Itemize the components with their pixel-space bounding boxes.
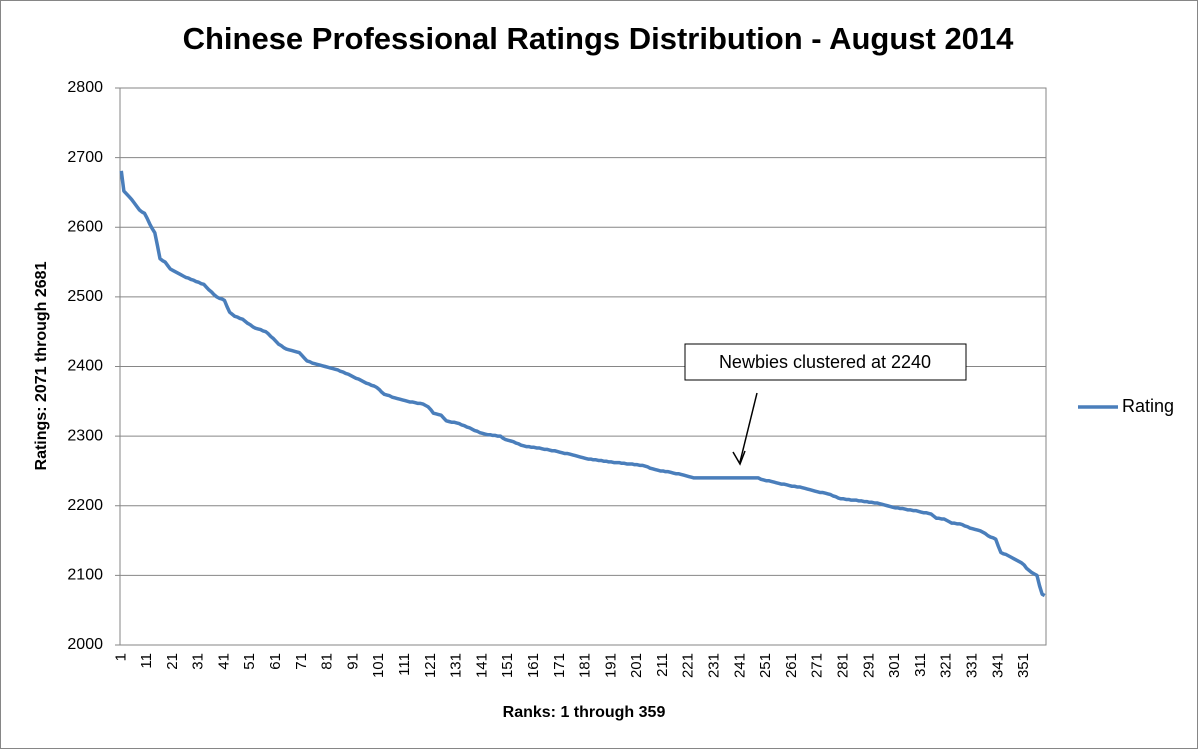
x-tick-label: 1 — [112, 653, 129, 661]
annotation-arrowhead — [732, 450, 746, 466]
x-tick-label: 111 — [396, 653, 413, 676]
x-tick-label: 121 — [422, 653, 439, 678]
annotation-box — [684, 343, 967, 381]
x-tick-label: 41 — [215, 653, 232, 670]
x-tick-label: 191 — [602, 653, 619, 678]
x-axis-title: Ranks: 1 through 359 — [503, 704, 666, 721]
x-tick-label: 101 — [370, 653, 387, 678]
plot-frame — [119, 87, 1047, 646]
x-tick-label: 171 — [551, 653, 568, 678]
x-tick-label: 131 — [448, 653, 465, 678]
y-tick-label: 2100 — [67, 567, 103, 584]
x-tick-label: 331 — [963, 653, 980, 678]
x-tick-label: 271 — [809, 653, 826, 678]
x-tick-label: 291 — [860, 653, 877, 678]
x-tick-label: 301 — [886, 653, 903, 678]
x-tick-label: 31 — [190, 653, 207, 670]
x-tick-label: 231 — [706, 653, 723, 678]
x-tick-label: 261 — [783, 653, 800, 678]
x-tick-label: 351 — [1015, 653, 1032, 678]
x-tick-label: 341 — [989, 653, 1006, 678]
chart-title: Chinese Professional Ratings Distributio… — [183, 21, 1015, 56]
x-tick-label: 161 — [525, 653, 542, 678]
x-tick-label: 11 — [138, 653, 155, 669]
x-tick-label: 241 — [731, 653, 748, 678]
x-tick-label: 201 — [628, 653, 645, 678]
x-tick-label: 281 — [834, 653, 851, 678]
x-tick-label: 51 — [241, 653, 258, 670]
annotation-text: Newbies clustered at 2240 — [719, 352, 931, 372]
y-tick-label: 2400 — [67, 358, 103, 375]
y-tick-label: 2800 — [67, 79, 103, 96]
y-tick-label: 2300 — [67, 427, 103, 444]
annotation-arrow — [739, 392, 758, 463]
x-tick-label: 81 — [319, 653, 336, 670]
y-tick-label: 2500 — [67, 288, 103, 305]
y-axis-title: Ratings: 2071 through 2681 — [33, 261, 50, 470]
x-tick-label: 61 — [267, 653, 284, 670]
grid — [115, 87, 1047, 646]
plot — [119, 170, 1046, 598]
x-tick-label: 21 — [164, 653, 181, 670]
y-tick-label: 2200 — [67, 497, 103, 514]
x-tick-label: 251 — [757, 653, 774, 678]
x-tick-label: 91 — [344, 653, 361, 670]
series-line — [119, 170, 1046, 598]
x-tick-label: 151 — [499, 653, 516, 678]
y-tick-label: 2000 — [67, 636, 103, 653]
y-tick-label: 2600 — [67, 218, 103, 235]
x-tick-label: 211 — [654, 653, 671, 677]
x-tick-label: 141 — [473, 653, 490, 678]
x-tick-label: 181 — [577, 653, 594, 678]
x-tick-label: 321 — [938, 653, 955, 678]
x-tick-label: 311 — [912, 653, 929, 677]
x-tick-label: 221 — [680, 653, 697, 678]
y-tick-label: 2700 — [67, 149, 103, 166]
legend-label: Rating — [1122, 396, 1174, 416]
x-tick-label: 71 — [293, 653, 310, 670]
